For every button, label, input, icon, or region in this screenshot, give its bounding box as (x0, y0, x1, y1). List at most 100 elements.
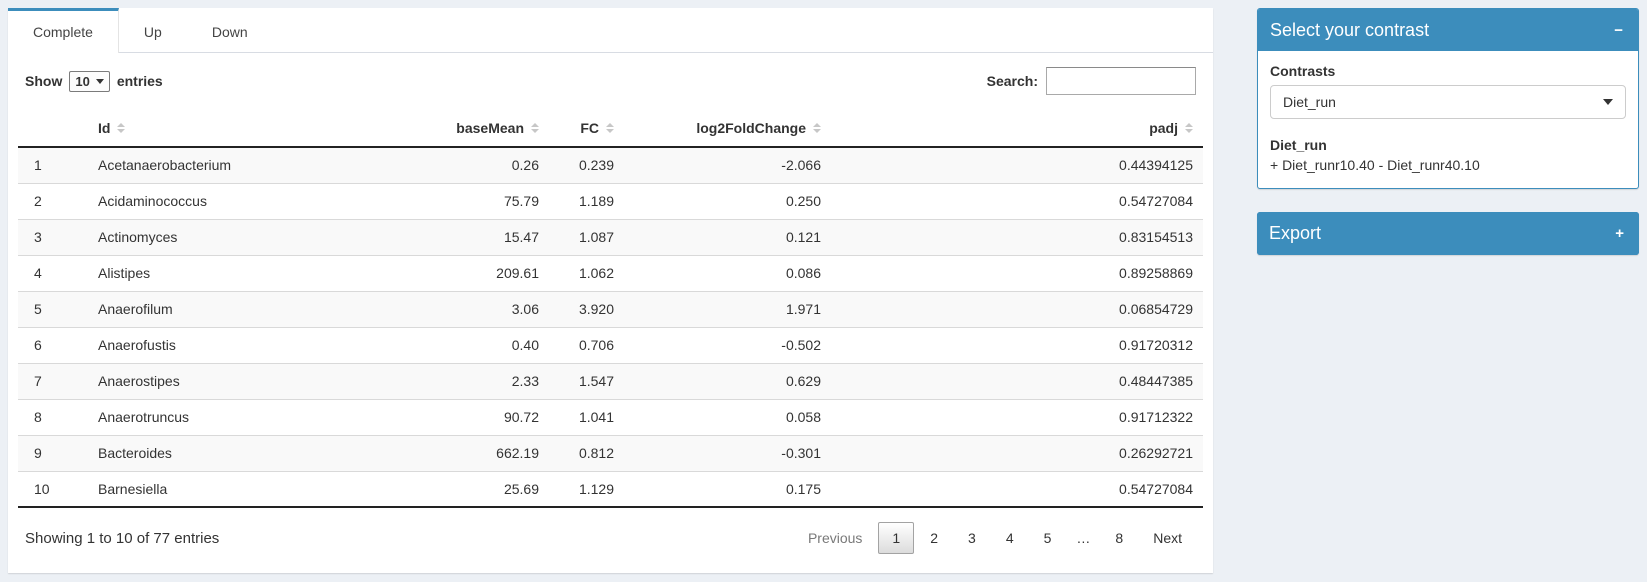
tab[interactable]: Complete (8, 8, 119, 53)
table-row[interactable]: 5 Anaerofilum 3.06 3.920 1.971 0.0685472… (18, 291, 1203, 327)
table-row[interactable]: 1 Acetanaerobacterium 0.26 0.239 -2.066 … (18, 147, 1203, 183)
contrast-panel-body: Contrasts Diet_run Diet_run + Diet_runr1… (1258, 51, 1638, 188)
contrast-select[interactable]: Diet_run (1270, 85, 1626, 119)
table-panel: Show 10 entries Search: (8, 53, 1213, 554)
pagination-button[interactable]: Next (1153, 530, 1182, 546)
results-table: Id baseMean (18, 109, 1203, 508)
entries-suffix-label: entries (116, 73, 163, 89)
padj-cell: 0.91712322 (1119, 409, 1193, 425)
search-input[interactable] (1046, 67, 1196, 95)
id-cell: Acidaminococcus (98, 193, 207, 209)
column-header-label: Id (98, 119, 111, 136)
table-info: Showing 1 to 10 of 77 entries (25, 529, 220, 547)
column-header[interactable]: FC (549, 109, 624, 148)
table-row[interactable]: 4 Alistipes 209.61 1.062 0.086 0.8925886… (18, 255, 1203, 291)
padj-cell: 0.83154513 (1119, 229, 1193, 245)
pagination-button[interactable]: 2 (930, 530, 939, 546)
fc-cell: 0.239 (578, 157, 614, 174)
row-index-cell: 6 (34, 337, 42, 353)
padj-cell: 0.48447385 (1119, 373, 1193, 389)
basemean-cell: 662.19 (496, 445, 539, 461)
tab-label: Up (143, 23, 162, 40)
log2foldchange-cell: 1.971 (785, 301, 821, 317)
contrast-panel-header: Select your contrast − (1258, 9, 1638, 51)
id-cell: Acetanaerobacterium (98, 157, 232, 174)
row-index-cell: 7 (34, 373, 42, 389)
column-header-label: baseMean (456, 119, 524, 136)
log2foldchange-cell: -0.301 (781, 445, 821, 461)
column-header-label: FC (580, 119, 599, 136)
table-row[interactable]: 6 Anaerofustis 0.40 0.706 -0.502 0.91720… (18, 327, 1203, 363)
search-control: Search: (987, 67, 1196, 95)
pagination-button[interactable]: Previous (807, 530, 863, 546)
column-header-label: padj (1149, 119, 1178, 136)
contrast-panel-title: Select your contrast (1270, 19, 1430, 40)
fc-cell: 1.129 (578, 480, 614, 497)
contrasts-label: Contrasts (1270, 63, 1336, 79)
fc-cell: 1.087 (578, 229, 614, 245)
table-row[interactable]: 2 Acidaminococcus 75.79 1.189 0.250 0.54… (18, 183, 1203, 219)
select-caret-icon (95, 78, 104, 84)
table-row[interactable]: 7 Anaerostipes 2.33 1.547 0.629 0.484473… (18, 363, 1203, 399)
table-row[interactable]: 10 Barnesiella 25.69 1.129 0.175 0.54727… (18, 471, 1203, 507)
id-cell: Barnesiella (98, 480, 168, 497)
table-body: 1 Acetanaerobacterium 0.26 0.239 -2.066 … (18, 147, 1203, 507)
table-footer: Showing 1 to 10 of 77 entries Previous 1… (25, 522, 1196, 554)
dropdown-caret-icon (1603, 99, 1613, 105)
expand-plus-icon[interactable]: + (1615, 224, 1624, 242)
id-cell: Alistipes (98, 265, 151, 281)
table-row[interactable]: 3 Actinomyces 15.47 1.087 0.121 0.831545… (18, 219, 1203, 255)
pagination-button[interactable]: … (1076, 530, 1091, 546)
row-index-cell: 10 (34, 480, 50, 497)
sort-icon (531, 123, 539, 133)
basemean-cell: 2.33 (511, 373, 539, 389)
fc-cell: 1.062 (578, 265, 614, 281)
sidebar: Select your contrast − Contrasts Diet_ru… (1257, 8, 1639, 573)
sort-icon (606, 123, 614, 133)
tab[interactable]: Up (119, 8, 187, 52)
contrast-formula: + Diet_runr10.40 - Diet_runr40.10 (1270, 157, 1480, 174)
export-panel-header[interactable]: Export + (1257, 211, 1639, 255)
pagination-button[interactable]: 1 (878, 522, 915, 554)
tab-label: Down (211, 23, 248, 40)
id-cell: Anaerofustis (98, 337, 176, 353)
contrast-select-value: Diet_run (1283, 94, 1336, 110)
entries-select[interactable]: 10 (69, 70, 110, 92)
log2foldchange-cell: 0.058 (785, 409, 821, 425)
log2foldchange-cell: -0.502 (781, 337, 821, 353)
pagination-button[interactable]: 8 (1115, 530, 1124, 546)
sort-icon (813, 123, 821, 133)
table-row[interactable]: 8 Anaerotruncus 90.72 1.041 0.058 0.9171… (18, 399, 1203, 435)
fc-cell: 3.920 (578, 301, 614, 317)
row-index-cell: 8 (34, 409, 42, 425)
entries-select-value: 10 (75, 73, 90, 89)
pagination-button[interactable]: 5 (1043, 530, 1052, 546)
column-header[interactable]: baseMean (386, 109, 549, 148)
column-header[interactable]: Id (88, 109, 386, 148)
contrast-name: Diet_run (1270, 137, 1327, 153)
show-entries-control: Show 10 entries (25, 70, 163, 92)
id-cell: Anaerostipes (98, 373, 180, 389)
padj-cell: 0.91720312 (1119, 337, 1193, 353)
fc-cell: 1.189 (578, 193, 614, 209)
pagination-button[interactable]: 4 (1005, 530, 1014, 546)
collapse-minus-icon[interactable]: − (1614, 21, 1623, 39)
id-cell: Anaerotruncus (98, 409, 190, 425)
basemean-cell: 3.06 (511, 301, 539, 317)
column-header[interactable]: padj (831, 109, 1203, 148)
table-row[interactable]: 9 Bacteroides 662.19 0.812 -0.301 0.2629… (18, 435, 1203, 471)
table-controls: Show 10 entries Search: (25, 67, 1196, 95)
basemean-cell: 0.40 (511, 337, 539, 353)
column-header[interactable]: log2FoldChange (624, 109, 831, 148)
pagination-button[interactable]: 3 (968, 530, 976, 546)
fc-cell: 0.706 (578, 337, 614, 353)
row-index-cell: 4 (34, 265, 42, 281)
results-card: Complete Up Down Show 10 (8, 8, 1213, 573)
tab-label: Complete (33, 24, 93, 40)
export-panel-title: Export (1269, 222, 1322, 243)
basemean-cell: 90.72 (503, 409, 539, 425)
tab[interactable]: Down (187, 8, 273, 52)
fc-cell: 1.041 (578, 409, 614, 425)
id-cell: Bacteroides (98, 445, 172, 461)
